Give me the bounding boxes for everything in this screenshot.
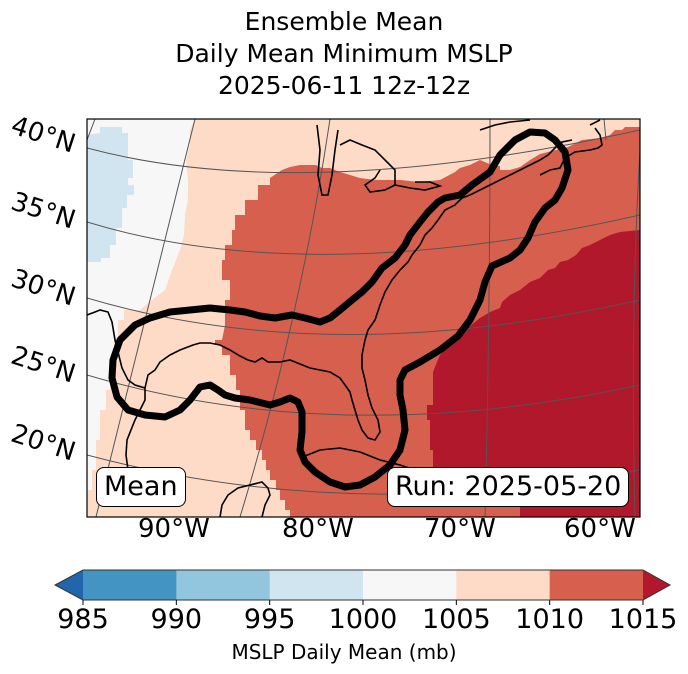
colorbar-bin-985-990 (83, 570, 177, 600)
contour-outline (108, 128, 572, 491)
lon-label-70w: 70°W (424, 514, 496, 544)
field-above-1015 (427, 230, 640, 517)
colorbar-tick-label: 995 (243, 604, 296, 635)
lon-label-60w: 60°W (564, 514, 636, 544)
colorbar-tick-label: 1010 (515, 604, 585, 635)
colorbar-tick-label: 990 (150, 604, 203, 635)
title-line-1: Ensemble Mean (244, 7, 444, 36)
map-area (87, 119, 640, 517)
colorbar-bin-1010-1015 (549, 570, 644, 600)
lon-label-80w: 80°W (282, 514, 354, 544)
colorbar-bin-990-995 (176, 570, 271, 600)
colorbar-tick-label: 1015 (608, 604, 678, 635)
colorbar-extend-high (643, 570, 670, 600)
field-995-1000 (87, 127, 134, 262)
coastlines (87, 119, 603, 517)
colorbar-tick-label: 1005 (421, 604, 491, 635)
map-border (86, 118, 641, 518)
colorbar-extend-low (55, 570, 83, 600)
colorbar-bin-1005-1010 (456, 570, 551, 600)
colorbar-label: MSLP Daily Mean (mb) (231, 640, 457, 664)
title-line-2: Daily Mean Minimum MSLP (175, 39, 513, 68)
colorbar-bin-995-1000 (269, 570, 364, 600)
colorbar-bin-1000-1005 (363, 570, 457, 600)
run-date-badge: Run: 2025-05-20 (387, 467, 630, 507)
mean-badge: Mean (96, 467, 186, 507)
lon-label-90w: 90°W (138, 514, 210, 544)
colorbar-tick-label: 985 (57, 604, 109, 635)
colorbar-tick-label: 1000 (328, 604, 398, 635)
colorbar (53, 569, 672, 605)
title-line-3: 2025-06-11 12z-12z (217, 71, 471, 100)
